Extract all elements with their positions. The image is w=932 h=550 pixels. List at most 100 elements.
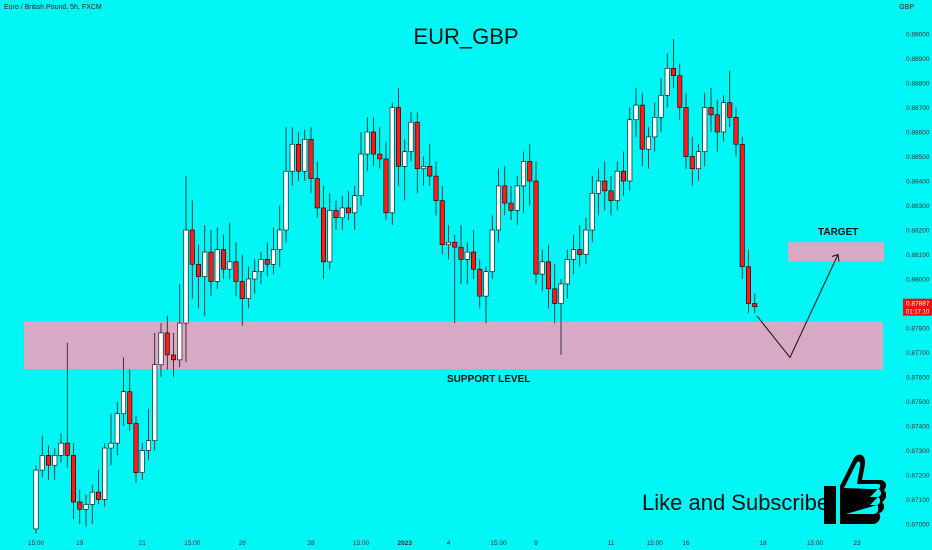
candle-body: [733, 117, 739, 145]
candle-body: [627, 119, 633, 182]
candle-body: [670, 68, 676, 76]
x-tick-label: 15:00: [807, 540, 824, 547]
candle-body: [139, 450, 145, 473]
candle-body: [108, 442, 114, 449]
candle-body: [221, 249, 227, 270]
candle-body: [614, 170, 620, 201]
y-tick-label: 0.87400: [906, 424, 930, 431]
candle-body: [577, 249, 583, 255]
candle-body: [520, 161, 526, 187]
candle-body: [252, 271, 258, 280]
candle-body: [96, 491, 102, 500]
y-tick-label: 0.88400: [906, 179, 930, 186]
candle-body: [45, 455, 51, 466]
candle-body: [146, 440, 152, 451]
candle-body: [470, 251, 476, 270]
candle-body: [377, 153, 383, 160]
like-subscribe-text: Like and Subscribe: [642, 490, 830, 515]
candle-body: [370, 131, 376, 155]
candle-body: [589, 192, 595, 231]
candle-body: [383, 158, 389, 214]
candle-body: [570, 249, 576, 260]
candle-body: [689, 156, 695, 170]
thumbs-up-icon: [824, 454, 886, 524]
candle-body: [539, 261, 545, 275]
candle-body: [677, 75, 683, 108]
candle-body: [477, 268, 483, 297]
candle-body: [339, 207, 345, 219]
y-tick-label: 0.88700: [906, 105, 930, 112]
x-tick-label: 4: [447, 540, 451, 547]
y-tick-label: 0.87500: [906, 399, 930, 406]
candle-body: [208, 251, 214, 282]
candle-body: [246, 278, 252, 299]
candle-body: [314, 178, 320, 209]
chart-title: EUR_GBP: [413, 24, 519, 49]
y-tick-label: 0.89000: [906, 32, 930, 39]
candle-body: [695, 151, 701, 170]
x-tick-label: 9: [534, 540, 538, 547]
candle-body: [183, 229, 189, 324]
candle-body: [283, 170, 289, 231]
candle-body: [364, 131, 370, 155]
candle-body: [277, 229, 283, 250]
x-tick-label: 18: [759, 540, 767, 547]
candle-body: [495, 185, 501, 231]
candle-body: [652, 117, 658, 138]
candle-body: [633, 104, 639, 121]
candle-body: [320, 207, 326, 263]
candle-body: [227, 261, 233, 270]
candle-body: [508, 202, 514, 211]
candle-body: [402, 151, 408, 167]
candle-body: [445, 241, 451, 245]
candle-body: [439, 200, 445, 246]
candle-body: [683, 107, 689, 157]
candle-body: [714, 114, 720, 133]
candle-body: [189, 229, 195, 265]
candle-body: [564, 259, 570, 285]
last-price-value: 0.87887: [906, 301, 930, 308]
x-tick-label: 23: [853, 540, 861, 547]
candle-body: [64, 442, 70, 456]
target-zone: [788, 242, 884, 262]
candle-body: [171, 354, 177, 361]
y-tick-label: 0.88200: [906, 228, 930, 235]
candle-body: [658, 94, 664, 118]
candle-body: [739, 143, 745, 268]
candle-body: [702, 107, 708, 152]
x-tick-label: 15:00: [353, 540, 370, 547]
candle-body: [639, 104, 645, 150]
candle-body: [358, 153, 364, 197]
candle-body: [71, 455, 77, 503]
y-tick-label: 0.88300: [906, 203, 930, 210]
projection-arrowhead: [831, 253, 840, 262]
candle-body: [727, 102, 733, 118]
y-tick-label: 0.87300: [906, 448, 930, 455]
x-tick-label: 2023: [398, 540, 413, 547]
candle-body: [39, 455, 45, 471]
support-level-label: SUPPORT LEVEL: [447, 374, 531, 385]
candle-body: [552, 288, 558, 304]
support-zone: [24, 321, 883, 370]
candle-body: [233, 261, 239, 282]
y-tick-label: 0.88800: [906, 81, 930, 88]
candle-body: [164, 332, 170, 356]
y-tick-label: 0.88100: [906, 252, 930, 259]
candle-body: [583, 229, 589, 255]
x-tick-label: 28: [307, 540, 315, 547]
candle-body: [239, 281, 245, 299]
candle-body: [408, 121, 414, 152]
candle-body: [333, 210, 339, 219]
candle-body: [177, 322, 183, 361]
target-label: TARGET: [818, 227, 859, 238]
candle-body: [121, 391, 127, 415]
candle-body: [58, 442, 64, 456]
candle-body: [295, 143, 301, 172]
y-tick-label: 0.87000: [906, 522, 930, 529]
candle-body: [452, 241, 458, 248]
y-tick-label: 0.88900: [906, 56, 930, 63]
candle-body: [258, 259, 264, 272]
x-tick-label: 15:00: [28, 540, 45, 547]
